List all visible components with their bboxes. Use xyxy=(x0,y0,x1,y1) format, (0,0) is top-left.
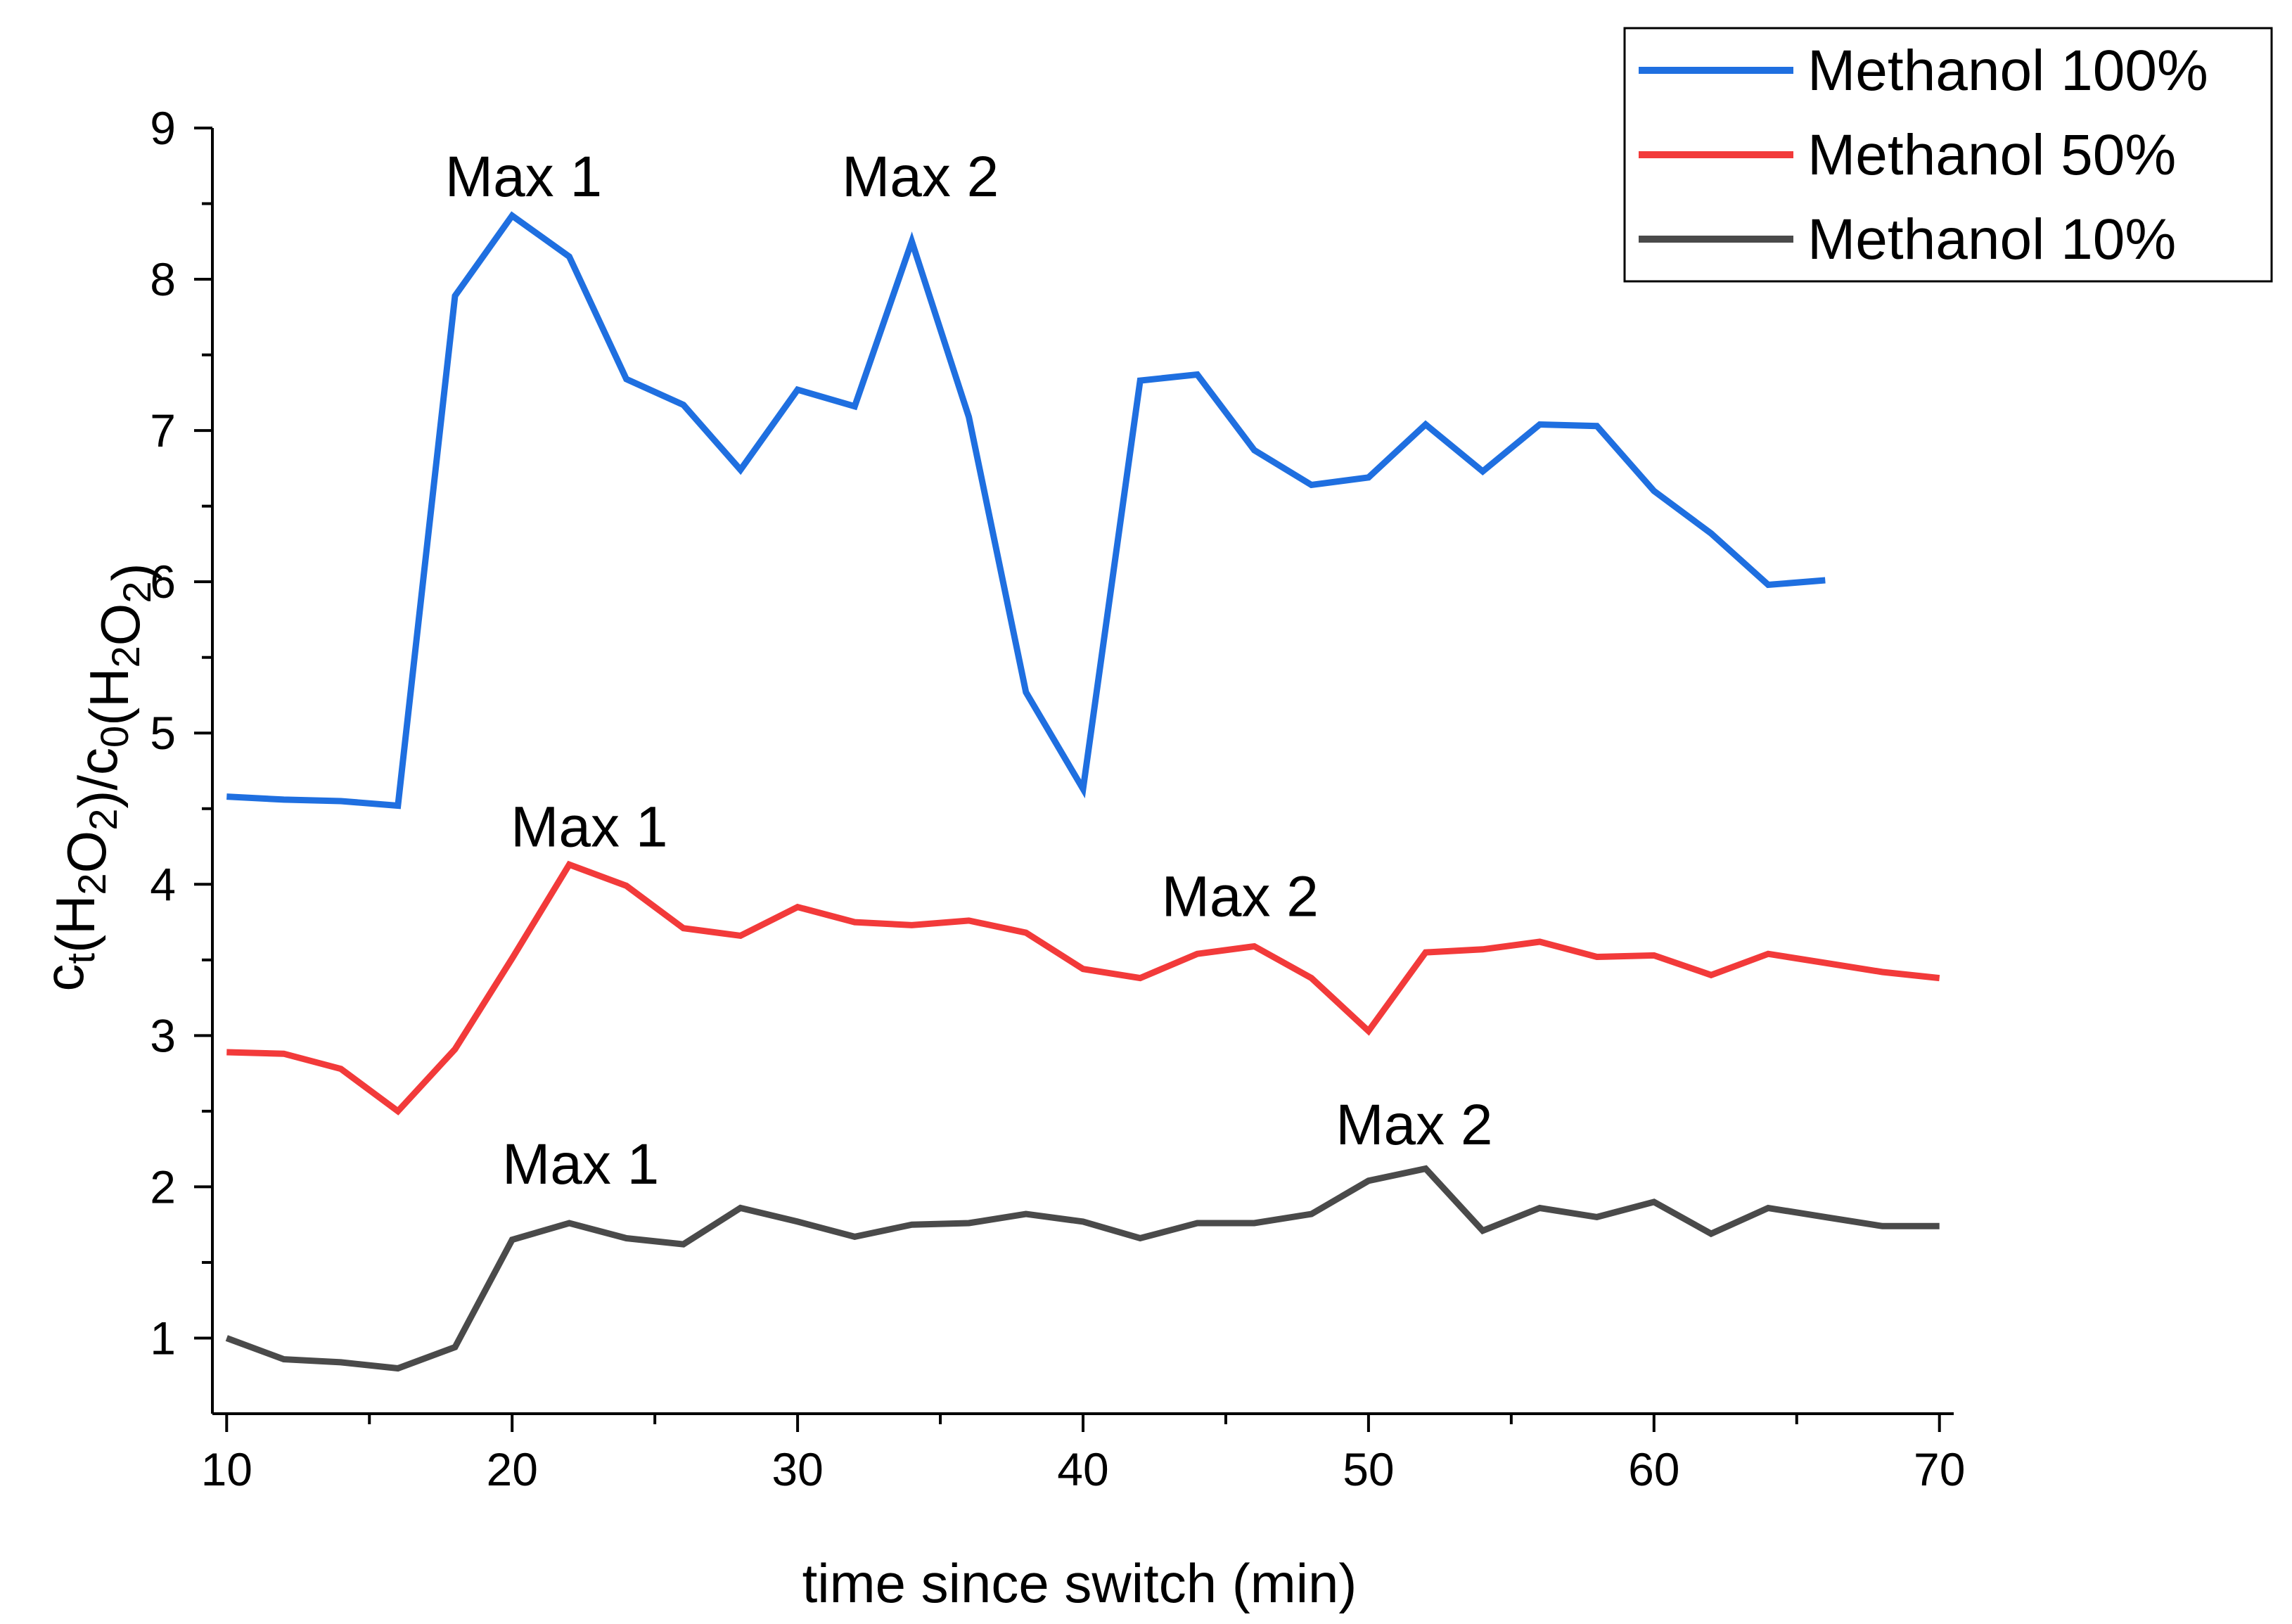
x-tick-label: 30 xyxy=(772,1443,823,1495)
x-tick-label: 50 xyxy=(1343,1443,1394,1495)
y-axis-title-part: O xyxy=(56,831,117,874)
y-axis-title-part: c xyxy=(33,964,95,991)
y-axis-title-part: (H xyxy=(44,895,106,953)
annotation-label: Max 2 xyxy=(1336,1093,1492,1157)
y-tick-label: 5 xyxy=(150,707,176,759)
annotation-label: Max 2 xyxy=(1162,864,1319,928)
x-tick-label: 40 xyxy=(1057,1443,1108,1495)
legend-label: Methanol 10% xyxy=(1807,207,2176,271)
y-axis-title-part: O xyxy=(89,603,151,646)
y-tick-label: 3 xyxy=(150,1009,176,1061)
y-axis-title-part: ) xyxy=(101,563,162,582)
y-tick-label: 7 xyxy=(150,404,176,456)
y-axis-title-subscript: 2 xyxy=(115,582,159,603)
annotation-label: Max 1 xyxy=(502,1132,659,1196)
annotation-label: Max 1 xyxy=(445,145,602,209)
series-layer xyxy=(225,211,1940,1372)
x-tick-label: 10 xyxy=(201,1443,252,1495)
y-axis-title-part: )/c xyxy=(67,748,129,809)
y-axis-title-subscript: 2 xyxy=(70,873,114,895)
series-line-methanol-100 xyxy=(226,211,1826,810)
x-axis-title: time since switch (min) xyxy=(802,1552,1357,1614)
y-tick-label: 8 xyxy=(150,253,176,305)
y-axis-title: ct(H2O2)/c0(H2O2) xyxy=(33,563,162,992)
legend: Methanol 100% Methanol 50% Methanol 10% xyxy=(1623,27,2273,283)
x-tick-label: 20 xyxy=(486,1443,537,1495)
y-tick-label: 1 xyxy=(150,1312,176,1364)
annotation-layer: Max 1 Max 2 Max 1 Max 2 Max 1 Max 2 xyxy=(445,145,1493,1196)
y-axis-title-part: (H xyxy=(78,667,140,725)
y-axis-title-subscript: 2 xyxy=(103,646,148,667)
annotation-label: Max 1 xyxy=(511,795,667,859)
y-axis: 1 2 3 4 5 6 7 8 9 xyxy=(150,102,212,1364)
y-tick-label: 9 xyxy=(150,102,176,154)
y-axis-title-subscript: t xyxy=(58,952,103,964)
minor-ticks xyxy=(202,202,1798,1424)
x-tick-label: 60 xyxy=(1628,1443,1679,1495)
legend-label: Methanol 50% xyxy=(1807,123,2176,187)
y-axis-title-subscript: 0 xyxy=(92,726,136,748)
series-line-methanol-10 xyxy=(225,1165,1940,1372)
x-axis: 10 20 30 40 50 60 70 xyxy=(201,1414,1965,1495)
y-axis-title-subscript: 2 xyxy=(81,809,125,831)
series-line-methanol-50 xyxy=(226,860,1940,1115)
y-tick-label: 2 xyxy=(150,1161,176,1213)
x-tick-label: 70 xyxy=(1914,1443,1965,1495)
y-tick-label: 4 xyxy=(150,858,176,910)
annotation-label: Max 2 xyxy=(842,145,999,209)
y-tick-label: 6 xyxy=(150,556,176,608)
legend-label: Methanol 100% xyxy=(1807,39,2208,103)
